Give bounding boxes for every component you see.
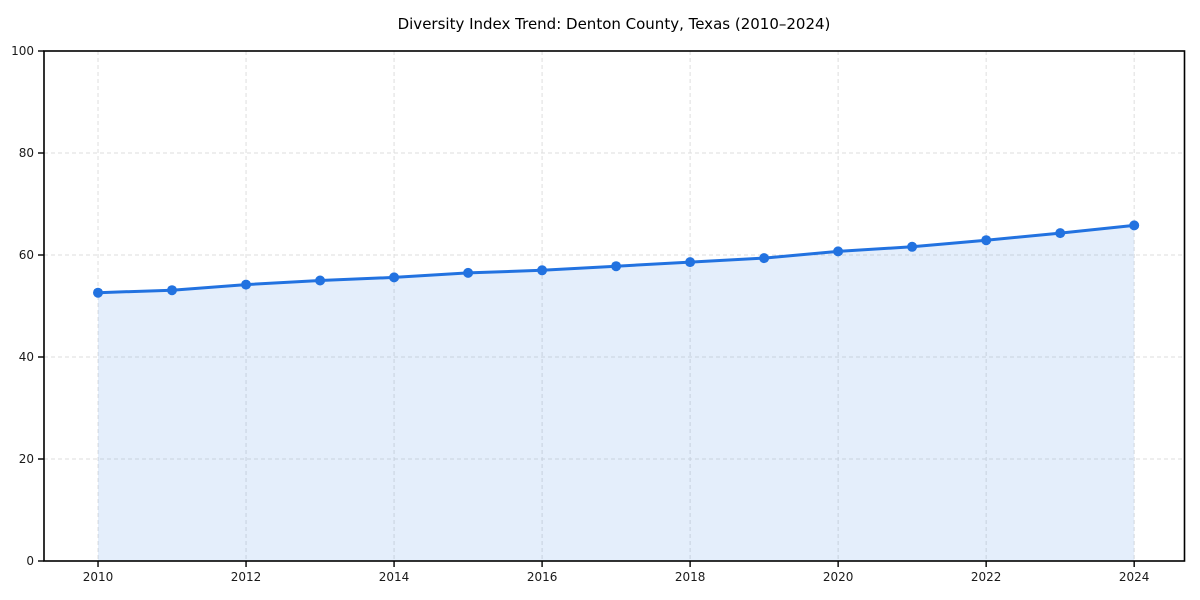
data-point-2014 [389,272,400,283]
data-point-2017 [611,261,622,272]
data-point-2015 [463,267,474,278]
data-point-2022 [981,235,992,246]
data-point-2016 [537,265,548,276]
grid-layer [44,51,1185,561]
data-point-2018 [685,257,696,268]
x-tick-label-2024: 2024 [1119,570,1150,584]
data-point-2011 [167,285,177,296]
x-tick-label-2022: 2022 [971,570,1002,584]
x-tick-label-2014: 2014 [379,570,410,584]
spine-layer [43,50,1186,562]
data-point-2010 [93,287,103,298]
data-point-2013 [315,275,326,286]
data-point-2019 [759,253,770,264]
y-tick-label-0: 0 [26,554,34,568]
x-tick-label-2018: 2018 [675,570,706,584]
x-tick-label-2016: 2016 [527,570,558,584]
y-tick-label-60: 60 [19,248,34,262]
chart-title: Diversity Index Trend: Denton County, Te… [398,15,831,33]
plot-border [43,50,1186,562]
x-tick-label-2020: 2020 [823,570,854,584]
x-tick-label-2010: 2010 [83,570,114,584]
data-point-2024 [1129,220,1140,231]
area-fill [98,225,1135,561]
label-layer: 0 20 40 60 80 100 2010 2012 2014 2016 2018 2020 2022… [11,44,1149,584]
tick-layer [38,50,1135,567]
x-tick-label-2012: 2012 [231,570,262,584]
area-layer [98,225,1135,561]
y-tick-label-20: 20 [19,452,34,466]
data-point-2023 [1055,228,1066,239]
y-tick-label-100: 100 [11,44,34,58]
data-point-2020 [833,246,844,257]
data-point-2021 [907,241,918,252]
y-tick-label-80: 80 [19,146,34,160]
marker-layer [93,220,1140,298]
y-tick-label-40: 40 [19,350,34,364]
data-point-2012 [241,279,251,290]
